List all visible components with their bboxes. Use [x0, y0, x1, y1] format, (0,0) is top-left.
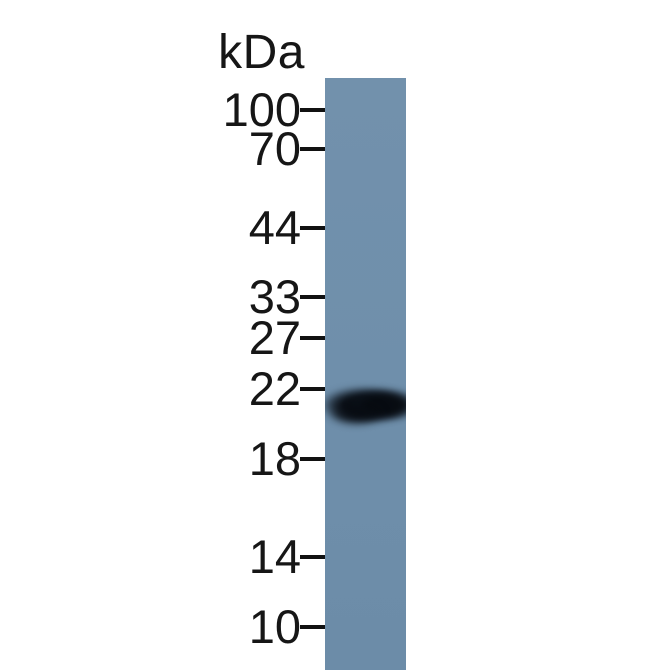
- mw-marker-label-27: 27: [248, 311, 301, 364]
- mw-marker-label-22: 22: [248, 362, 301, 415]
- mw-marker-label-14: 14: [248, 530, 301, 583]
- mw-marker-tick-70: [300, 147, 326, 151]
- kda-unit-label: kDa: [218, 26, 305, 79]
- mw-marker-tick-27: [300, 336, 326, 340]
- mw-marker-label-100: 100: [222, 83, 301, 136]
- mw-marker-tick-14: [300, 555, 326, 559]
- mw-marker-tick-33: [300, 295, 326, 299]
- mw-marker-tick-44: [300, 226, 326, 230]
- protein-band-fuzz: [327, 402, 385, 426]
- mw-marker-label-33: 33: [248, 270, 301, 323]
- mw-marker-tick-10: [300, 625, 326, 629]
- mw-marker-label-70: 70: [248, 122, 301, 175]
- mw-marker-tick-22: [300, 387, 326, 391]
- mw-marker-label-18: 18: [248, 432, 301, 485]
- mw-marker-label-10: 10: [248, 600, 301, 653]
- mw-marker-tick-18: [300, 457, 326, 461]
- blot-lane: [325, 78, 406, 670]
- mw-marker-label-44: 44: [248, 201, 301, 254]
- mw-marker-tick-100: [300, 108, 326, 112]
